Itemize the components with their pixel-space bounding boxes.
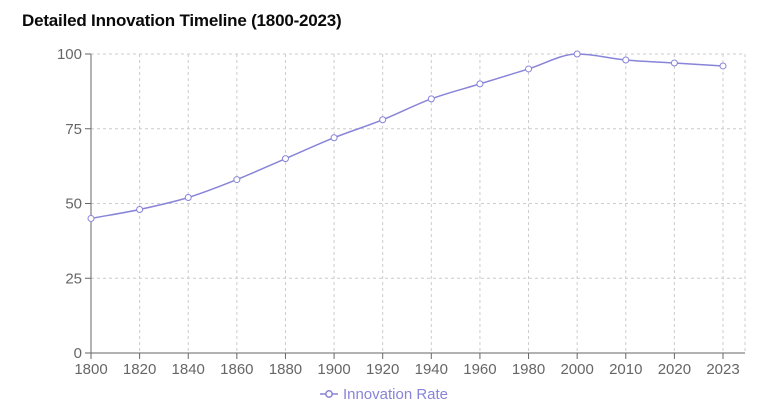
data-point-marker[interactable] — [184, 194, 192, 202]
x-tick-label: 1820 — [123, 361, 156, 378]
data-point-marker[interactable] — [622, 56, 630, 64]
data-point-marker[interactable] — [476, 80, 484, 88]
x-tick-label: 1980 — [512, 361, 545, 378]
data-point-marker[interactable] — [379, 116, 387, 124]
x-tick-label: 1800 — [74, 361, 107, 378]
x-tick-label: 1940 — [415, 361, 448, 378]
x-tick-label: 1840 — [172, 361, 205, 378]
x-tick-label: 1860 — [220, 361, 253, 378]
data-point-marker[interactable] — [281, 155, 289, 163]
y-tick-label: 0 — [74, 345, 82, 362]
x-tick-label: 2020 — [658, 361, 691, 378]
data-point-marker[interactable] — [330, 134, 338, 142]
legend-series-label: Innovation Rate — [342, 385, 449, 403]
y-tick-label: 75 — [65, 121, 82, 138]
x-tick-label: 1920 — [366, 361, 399, 378]
data-point-marker[interactable] — [525, 65, 533, 73]
x-tick-label: 2000 — [560, 361, 593, 378]
x-tick-label: 1880 — [269, 361, 302, 378]
chart-title: Detailed Innovation Timeline (1800-2023) — [22, 11, 342, 30]
x-tick-label: 2010 — [609, 361, 642, 378]
y-tick-label: 50 — [65, 196, 82, 213]
legend-item-innovation-rate: Innovation Rate — [319, 385, 449, 403]
data-point-marker[interactable] — [427, 95, 435, 103]
x-tick-label: 2023 — [706, 361, 739, 378]
data-point-marker[interactable] — [136, 205, 144, 213]
line-series-legend-icon — [319, 390, 338, 398]
y-tick-label: 100 — [57, 46, 82, 63]
data-point-marker[interactable] — [233, 176, 241, 184]
data-point-marker[interactable] — [670, 59, 678, 67]
y-tick-label: 25 — [65, 270, 82, 287]
data-point-marker[interactable] — [719, 62, 727, 70]
series-line-innovation-rate — [90, 53, 724, 220]
x-tick-label: 1960 — [463, 361, 496, 378]
chart-legend: Innovation Rate — [0, 384, 768, 404]
data-point-marker[interactable] — [573, 50, 581, 58]
x-tick-label: 1900 — [317, 361, 350, 378]
data-point-marker[interactable] — [87, 214, 95, 222]
